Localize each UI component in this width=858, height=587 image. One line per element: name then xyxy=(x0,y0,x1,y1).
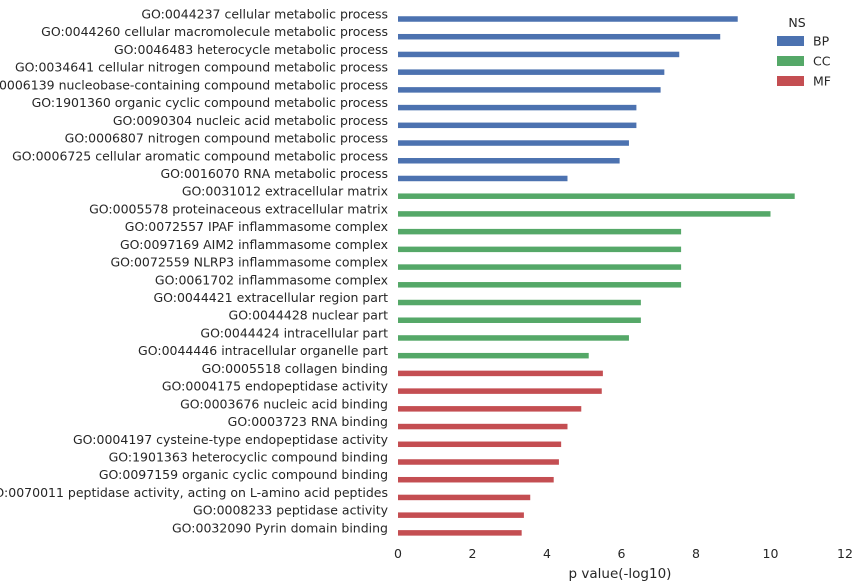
bar-bp-5 xyxy=(398,87,661,93)
legend: NS BP CC MF xyxy=(777,15,831,89)
legend-swatch-mf xyxy=(777,76,804,86)
bar-bp-7 xyxy=(398,122,637,129)
bar-cc-3 xyxy=(398,228,682,235)
bar-mf-1 xyxy=(398,370,603,377)
bar-bp-4 xyxy=(398,69,665,75)
bar-bp-1 xyxy=(398,16,738,22)
category-label: GO:0044428 nuclear part xyxy=(229,308,389,323)
x-tick-label: 6 xyxy=(618,546,626,561)
bar-bp-8 xyxy=(398,140,629,146)
bar-bp-2 xyxy=(398,33,721,40)
category-label: GO:0046483 heterocycle metabolic process xyxy=(114,42,388,57)
category-label: GO:0032090 Pyrin domain binding xyxy=(172,520,388,535)
bar-cc-6 xyxy=(398,282,682,288)
bar-cc-9 xyxy=(398,335,629,341)
legend-swatch-cc xyxy=(777,56,804,66)
x-tick-label: 0 xyxy=(394,546,402,561)
bar-bp-6 xyxy=(398,104,637,111)
bar-bp-3 xyxy=(398,51,680,58)
category-label: GO:0097169 AIM2 inflammasome complex xyxy=(120,237,388,252)
legend-label-cc: CC xyxy=(813,54,831,69)
bar-bp-10 xyxy=(398,175,568,182)
category-label: GO:0061702 inflammasome complex xyxy=(155,272,388,287)
bar-mf-7 xyxy=(398,476,554,483)
category-label: GO:0070011 peptidase activity, acting on… xyxy=(0,485,388,500)
category-label: GO:0005578 proteinaceous extracellular m… xyxy=(89,201,388,216)
category-label: GO:0044446 intracellular organelle part xyxy=(138,343,388,358)
x-tick-label: 4 xyxy=(543,546,551,561)
bar-cc-2 xyxy=(398,211,771,217)
category-label: GO:0006725 cellular aromatic compound me… xyxy=(12,148,388,163)
bar-cc-5 xyxy=(398,264,682,270)
legend-swatch-bp xyxy=(777,36,804,46)
bar-mf-4 xyxy=(398,423,568,430)
bar-mf-5 xyxy=(398,441,562,448)
category-label: GO:0044237 cellular metabolic process xyxy=(141,7,388,22)
category-label: GO:0005518 collagen binding xyxy=(202,361,388,376)
category-label: GO:0003723 RNA binding xyxy=(228,414,388,429)
bar-mf-2 xyxy=(398,388,602,394)
bar-bp-9 xyxy=(398,158,620,164)
bar-mf-6 xyxy=(398,459,559,465)
bar-cc-8 xyxy=(398,317,641,323)
category-label: GO:0003676 nucleic acid binding xyxy=(180,396,388,411)
bar-mf-8 xyxy=(398,494,531,501)
bar-cc-7 xyxy=(398,299,641,306)
category-label: GO:0034641 cellular nitrogen compound me… xyxy=(15,60,388,75)
x-tick-label: 10 xyxy=(763,546,779,561)
bars-group xyxy=(398,16,795,536)
category-label: GO:0090304 nucleic acid metabolic proces… xyxy=(113,113,388,128)
x-axis: 0 2 4 6 8 10 12 xyxy=(394,546,853,561)
category-label: GO:0097159 organic cyclic compound bindi… xyxy=(99,467,388,482)
category-label: GO:0006139 nucleobase-containing compoun… xyxy=(0,77,388,92)
category-label: GO:0044260 cellular macromolecule metabo… xyxy=(41,24,388,39)
bar-mf-9 xyxy=(398,512,524,518)
bar-cc-4 xyxy=(398,246,682,253)
category-label: GO:0008233 peptidase activity xyxy=(193,503,389,518)
legend-title: NS xyxy=(788,15,805,30)
category-label: GO:1901363 heterocyclic compound binding xyxy=(109,450,388,465)
bar-cc-1 xyxy=(398,193,795,199)
category-label: GO:0072557 IPAF inflammasome complex xyxy=(125,219,388,234)
category-label: GO:0016070 RNA metabolic process xyxy=(160,166,388,181)
category-label: GO:0031012 extracellular matrix xyxy=(182,184,388,199)
category-label: GO:0006807 nitrogen compound metabolic p… xyxy=(65,131,388,146)
category-label: GO:1901360 organic cyclic compound metab… xyxy=(32,95,388,110)
category-label: GO:0072559 NLRP3 inflammasome complex xyxy=(110,255,388,270)
bar-mf-10 xyxy=(398,530,522,536)
category-label: GO:0004175 endopeptidase activity xyxy=(162,379,389,394)
bar-mf-3 xyxy=(398,406,582,412)
x-tick-label: 8 xyxy=(692,546,700,561)
x-tick-label: 2 xyxy=(469,546,477,561)
legend-label-bp: BP xyxy=(813,34,830,49)
legend-label-mf: MF xyxy=(813,74,831,89)
category-label: GO:0044424 intracellular part xyxy=(200,325,388,340)
category-label: GO:0044421 extracellular region part xyxy=(153,290,388,305)
bar-cc-10 xyxy=(398,352,589,359)
category-labels-group: GO:0044237 cellular metabolic process GO:… xyxy=(0,7,389,536)
category-label: GO:0004197 cysteine-type endopeptidase a… xyxy=(73,432,389,447)
x-tick-label: 12 xyxy=(837,546,853,561)
x-axis-title: p value(-log10) xyxy=(569,566,672,582)
